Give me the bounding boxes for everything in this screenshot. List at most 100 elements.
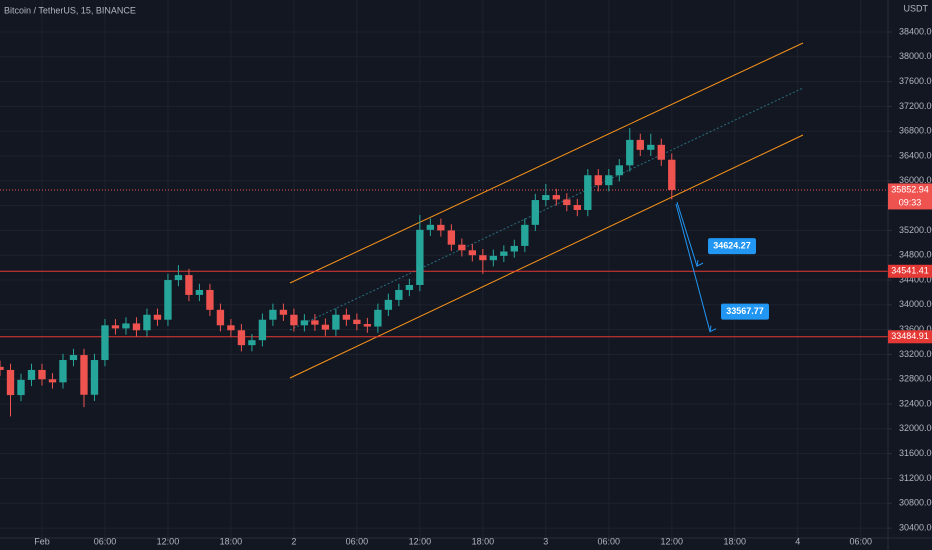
target-arrow (675, 203, 711, 332)
y-tick-label: 38000.00 (899, 51, 932, 61)
candle-body (269, 309, 277, 320)
countdown: 09:33 (899, 197, 922, 207)
y-tick-label: 30800.00 (899, 498, 932, 508)
candle-body (227, 325, 235, 331)
candle-body (374, 309, 382, 327)
candle-body (363, 324, 372, 327)
candle-body (321, 324, 330, 330)
candle-body (0, 366, 4, 370)
y-tick-label: 33600.00 (899, 324, 932, 334)
x-tick-label: 4 (795, 536, 800, 546)
candle-body (90, 360, 99, 395)
candles (0, 128, 676, 417)
y-tick-label: 38400.00 (899, 26, 932, 36)
channel-middle (289, 87, 804, 331)
candle-body (311, 320, 319, 325)
candle-body (195, 289, 204, 295)
chart-title: Bitcoin / TetherUS, 15, BINANCE (4, 5, 136, 15)
y-tick-label: 32400.00 (899, 398, 932, 408)
candle-body (521, 224, 529, 246)
x-tick-label: 06:00 (849, 536, 872, 546)
candle-body (143, 314, 151, 331)
candle-body (111, 325, 120, 329)
candle-body (489, 255, 498, 261)
target-box (708, 238, 756, 255)
arrow-head (696, 260, 704, 268)
candle-body (615, 165, 623, 176)
y-tick-label: 37600.00 (899, 76, 932, 86)
candle-body (626, 139, 634, 166)
candle-body (216, 309, 225, 326)
candle-body (290, 314, 298, 326)
candle-body (447, 230, 456, 245)
y-tick-label: 32800.00 (899, 374, 932, 384)
candle-body (636, 139, 644, 150)
candle-body (405, 284, 414, 290)
level-tag (888, 330, 932, 344)
y-tick-label: 34000.00 (899, 299, 932, 309)
y-tick-label: 34400.00 (899, 274, 932, 284)
candle-body (573, 205, 581, 210)
x-tick-label: 2 (291, 536, 296, 546)
y-tick-label: 37200.00 (899, 101, 932, 111)
y-tick-label: 36000.00 (899, 175, 932, 185)
candle-body (258, 319, 267, 341)
candle-body (594, 175, 602, 186)
candle-body (174, 275, 183, 281)
candle-body (38, 369, 46, 380)
channel-upper (289, 42, 804, 284)
candle-body (510, 245, 518, 252)
candle-body (552, 195, 560, 200)
x-tick-label: 18:00 (723, 536, 746, 546)
candle-body (563, 199, 571, 206)
y-tick-label: 36400.00 (899, 150, 932, 160)
candle-body (542, 195, 550, 201)
candle-body (426, 224, 435, 230)
y-tick-label: 36800.00 (899, 126, 932, 136)
candle-body (80, 355, 88, 395)
candle-body (279, 309, 288, 315)
candle-body (395, 289, 403, 300)
candle-body (416, 229, 424, 285)
x-tick-label: Feb (34, 536, 50, 546)
candle-body (300, 320, 309, 326)
arrow-head (709, 325, 717, 333)
last-price-label: 35852.94 (891, 184, 929, 194)
candle-body (605, 175, 613, 186)
currency-label: USDT (904, 3, 929, 13)
x-tick-label: 06:00 (598, 536, 621, 546)
price-axis: 30400.00 30800.00 31200.00 31600.00 32000.00… (34, 26, 932, 546)
candle-body (458, 244, 466, 251)
y-tick-label: 31600.00 (899, 448, 932, 458)
target-label: 33567.77 (726, 306, 764, 316)
candle-body (237, 330, 246, 346)
candle-body (6, 369, 15, 396)
candle-body (69, 355, 78, 361)
candle-body (206, 289, 214, 310)
candle-body (185, 275, 193, 295)
candle-body (384, 299, 393, 310)
candle-body (59, 360, 67, 383)
candle-body (647, 144, 655, 150)
candle-body (657, 144, 665, 160)
x-tick-label: 12:00 (409, 536, 432, 546)
y-tick-label: 30400.00 (899, 522, 932, 532)
target-box (721, 303, 769, 320)
candle-body (468, 250, 477, 256)
levels (0, 189, 888, 338)
candle-body (248, 340, 256, 346)
last-price-tag (888, 183, 932, 210)
candle-body (668, 159, 676, 190)
candle-body (27, 369, 36, 380)
candle-body (500, 251, 508, 256)
target-label: 34624.27 (713, 241, 751, 251)
x-tick-label: 18:00 (472, 536, 495, 546)
candle-body (153, 314, 162, 320)
candle-body (48, 379, 57, 383)
candle-body (584, 175, 592, 210)
candle-body (437, 224, 445, 231)
candle-body (164, 280, 172, 320)
